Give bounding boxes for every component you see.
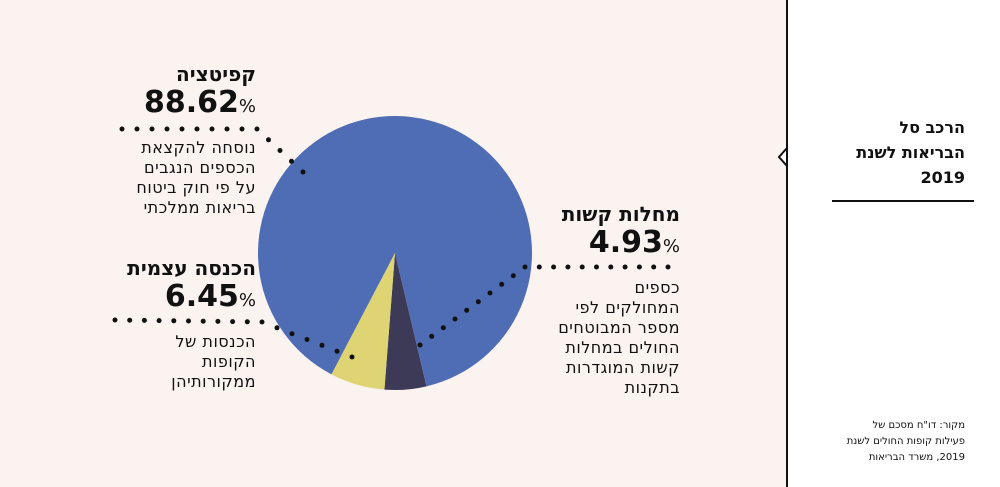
leader-capitation — [119, 126, 306, 175]
slice-value-severe-diseases: 4.93% — [588, 225, 680, 260]
slice-value-capitation: 88.62% — [143, 85, 256, 120]
chart-title: הרכב סל הבריאות לשנת 2019 — [856, 118, 965, 187]
source-note: מקור: דו"ח מסכם של פעילות קופות החולים ל… — [846, 420, 965, 463]
label-severe-diseases: מחלות קשות 4.93% כספים המחולקים לפי מספר… — [520, 202, 680, 398]
slice-name-capitation: קפיטציה — [175, 62, 256, 86]
sidebar-divider — [786, 0, 788, 487]
slice-name-severe-diseases: מחלות קשות — [561, 202, 680, 226]
label-self-income: הכנסה עצמית 6.45% הכנסות של הקופות ממקור… — [96, 256, 256, 392]
slice-desc-capitation: נוסחה להקצאת הכספים הנגבים על פי חוק ביט… — [136, 138, 256, 217]
title-underline — [832, 200, 974, 202]
leader-self-income — [112, 317, 355, 360]
sidebar-panel — [788, 0, 1000, 487]
slice-desc-self-income: הכנסות של הקופות ממקורותיהן — [171, 332, 256, 391]
slice-value-self-income: 6.45% — [164, 279, 256, 314]
leader-severe-diseases — [417, 264, 671, 348]
label-capitation: קפיטציה 88.62% נוסחה להקצאת הכספים הנגבי… — [96, 62, 256, 218]
pie-slice-capitation — [257, 116, 532, 387]
slice-name-self-income: הכנסה עצמית — [127, 256, 256, 280]
sidebar-pointer — [777, 145, 788, 169]
pie-slice-self-income — [331, 253, 395, 390]
slice-desc-severe-diseases: כספים המחולקים לפי מספר המבוטחים החולים … — [558, 278, 680, 397]
pie-slice-severe-diseases — [384, 253, 427, 391]
